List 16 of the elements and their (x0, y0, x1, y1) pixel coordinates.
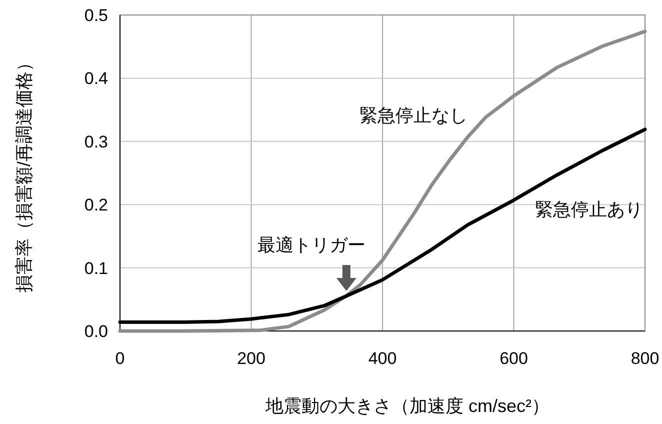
x-tick-label: 200 (237, 349, 266, 368)
y-tick-label: 0.2 (84, 196, 108, 215)
y-tick-label: 0.1 (84, 258, 108, 278)
y-axis-title: 損害率（損害額/再調達価格） (14, 53, 34, 293)
x-tick-label: 0 (115, 349, 125, 368)
y-tick-label: 0.0 (84, 322, 108, 341)
x-axis-title: 地震動の大きさ（加速度 cm/sec²） (264, 396, 550, 416)
x-tick-label: 800 (630, 349, 660, 368)
y-tick-label: 0.3 (84, 132, 108, 152)
y-tick-label: 0.4 (84, 69, 108, 88)
x-tick-label: 400 (368, 349, 397, 368)
series-label: 緊急停止なし (360, 105, 468, 126)
x-tick-label: 600 (500, 349, 528, 368)
series-label: 緊急停止あり (535, 199, 643, 220)
annotation: 最適トリガー (257, 234, 366, 255)
y-tick-label: 0.5 (84, 6, 108, 25)
